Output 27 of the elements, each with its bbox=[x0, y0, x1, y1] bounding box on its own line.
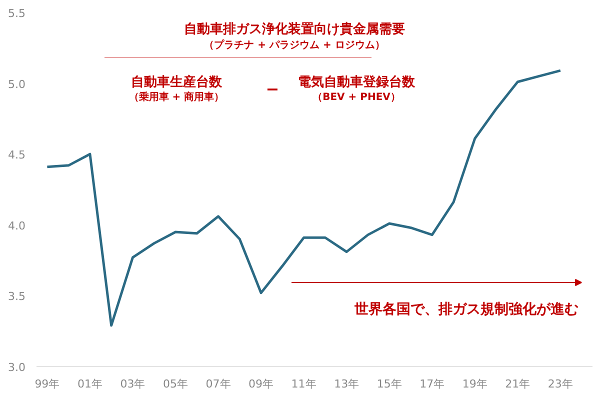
annotation: 自動車生産台数 bbox=[131, 74, 223, 90]
y-tick-label: 4.5 bbox=[8, 148, 26, 162]
y-tick-label: 4.0 bbox=[8, 219, 26, 232]
y-tick-label: 3.5 bbox=[8, 290, 26, 304]
annotation: − bbox=[266, 80, 280, 98]
x-tick-label: 21年 bbox=[505, 378, 530, 390]
x-tick-label: 11年 bbox=[291, 378, 316, 390]
x-tick-label: 15年 bbox=[376, 378, 402, 390]
x-tick-label: 07年 bbox=[206, 378, 231, 390]
annotation: 電気自動車登録台数 bbox=[298, 74, 416, 90]
x-tick-label: 23年 bbox=[548, 378, 573, 390]
x-tick-label: 01年 bbox=[77, 378, 102, 390]
annotation: （プラチナ + パラジウム + ロジウム） bbox=[204, 39, 385, 51]
annotation: （乗用車 + 商用車） bbox=[128, 91, 224, 103]
x-tick-label: 17年 bbox=[420, 378, 445, 390]
annotation: 世界各国で、排ガス規制強化が進む bbox=[354, 302, 578, 318]
annotation: 自動車排ガス浄化装置向け貴金属需要 bbox=[184, 21, 405, 37]
x-tick-label: 09年 bbox=[248, 378, 274, 390]
x-tick-label: 05年 bbox=[163, 378, 188, 390]
y-tick-label: 3.0 bbox=[8, 361, 26, 374]
x-tick-label: 03年 bbox=[120, 378, 146, 390]
y-tick-label: 5.5 bbox=[8, 7, 26, 20]
x-tick-label: 13年 bbox=[334, 378, 360, 390]
x-tick-label: 19年 bbox=[462, 378, 488, 390]
annotation: （BEV + PHEV） bbox=[312, 92, 400, 103]
y-tick-label: 5.0 bbox=[8, 78, 26, 91]
x-tick-label: 99年 bbox=[34, 378, 60, 390]
